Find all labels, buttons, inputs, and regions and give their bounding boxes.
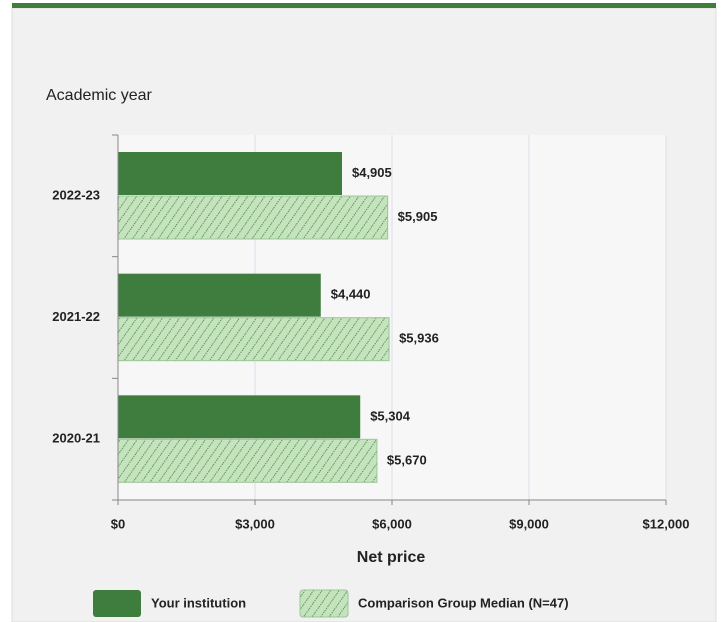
value-label: $5,670 [387,452,427,467]
y-tick-label: 2020-21 [52,431,100,446]
value-label: $4,905 [352,165,392,180]
x-tick-label: $0 [111,516,125,531]
y-axis-title: Academic year [46,87,152,104]
value-label: $5,304 [370,408,411,423]
x-tick-label: $9,000 [509,516,549,531]
bar [117,317,390,362]
y-tick-label: 2021-22 [52,309,100,324]
bar [117,195,389,240]
bar [118,273,321,317]
top-bar [12,3,716,8]
x-axis-title: Net price [357,549,426,566]
x-tick-label: $6,000 [372,516,412,531]
y-tick-label: 2022-23 [52,187,100,202]
legend-label: Comparison Group Median (N=47) [358,595,569,610]
x-tick-label: $3,000 [235,516,275,531]
legend-swatch [299,589,349,618]
bar [117,438,378,483]
legend-label: Your institution [151,595,246,610]
value-label: $5,936 [399,331,439,346]
value-label: $5,905 [398,209,438,224]
x-tick-label: $12,000 [643,516,690,531]
legend-swatch [93,590,141,617]
bar [118,395,361,439]
bar [118,152,342,195]
value-label: $4,440 [331,287,371,302]
